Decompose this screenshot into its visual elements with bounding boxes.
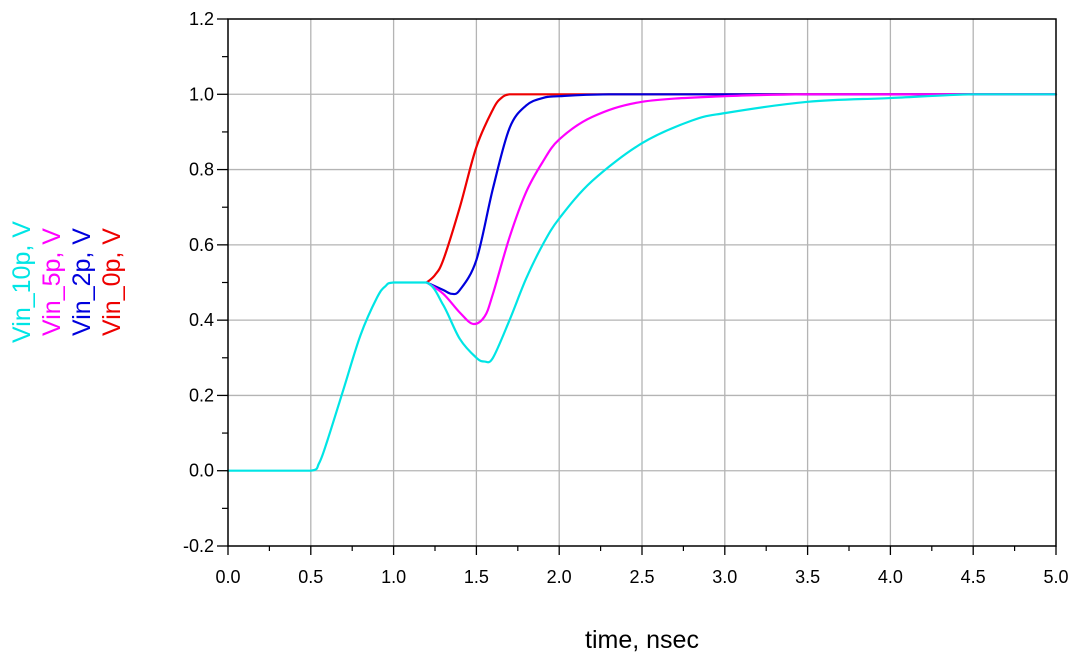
x-tick-label: 1.0 (381, 567, 406, 587)
y-tick-label: 0.2 (189, 385, 214, 405)
x-tick-label: 0.5 (298, 567, 323, 587)
x-tick-label: 0.0 (215, 567, 240, 587)
series-line-vin-0p-v (425, 93, 1058, 284)
axis-ticks: 0.0 0.5 1.0 1.5 2.0 2.5 3.0 3.5 4.0 4.5 5.0-0.20.0… (183, 9, 1069, 587)
x-tick-label: 3.0 (712, 567, 737, 587)
series-line-vin-5p-v (425, 93, 1058, 326)
y-tick-label: -0.2 (183, 536, 214, 556)
x-tick-label: 5.0 (1043, 567, 1068, 587)
x-tick-label: 2.5 (629, 567, 654, 587)
legend-label: Vin_10p, V (8, 221, 36, 343)
legend-label: Vin_2p, V (68, 228, 96, 336)
y-tick-label: 1.2 (189, 9, 214, 29)
x-tick-label: 4.0 (878, 567, 903, 587)
x-tick-label: 2.0 (547, 567, 572, 587)
x-tick-label: 1.5 (464, 567, 489, 587)
legend-label: Vin_5p, V (38, 228, 66, 336)
grid (228, 19, 1056, 546)
x-tick-label: 4.5 (961, 567, 986, 587)
y-tick-label: 0.6 (189, 235, 214, 255)
y-tick-label: 1.0 (189, 84, 214, 104)
y-tick-label: 0.0 (189, 461, 214, 481)
x-tick-label: 3.5 (795, 567, 820, 587)
series-line-vin-2p-v (425, 93, 1058, 296)
legend-label: Vin_0p, V (98, 228, 126, 336)
y-tick-label: 0.4 (189, 310, 214, 330)
legend: Vin_10p, V Vin_5p, V Vin_2p, V Vin_0p, V (8, 221, 126, 343)
y-tick-label: 0.8 (189, 160, 214, 180)
series-line-vin-10p-v (226, 93, 1058, 472)
series-lines (226, 93, 1058, 472)
x-axis-label: time, nsec (585, 626, 699, 654)
